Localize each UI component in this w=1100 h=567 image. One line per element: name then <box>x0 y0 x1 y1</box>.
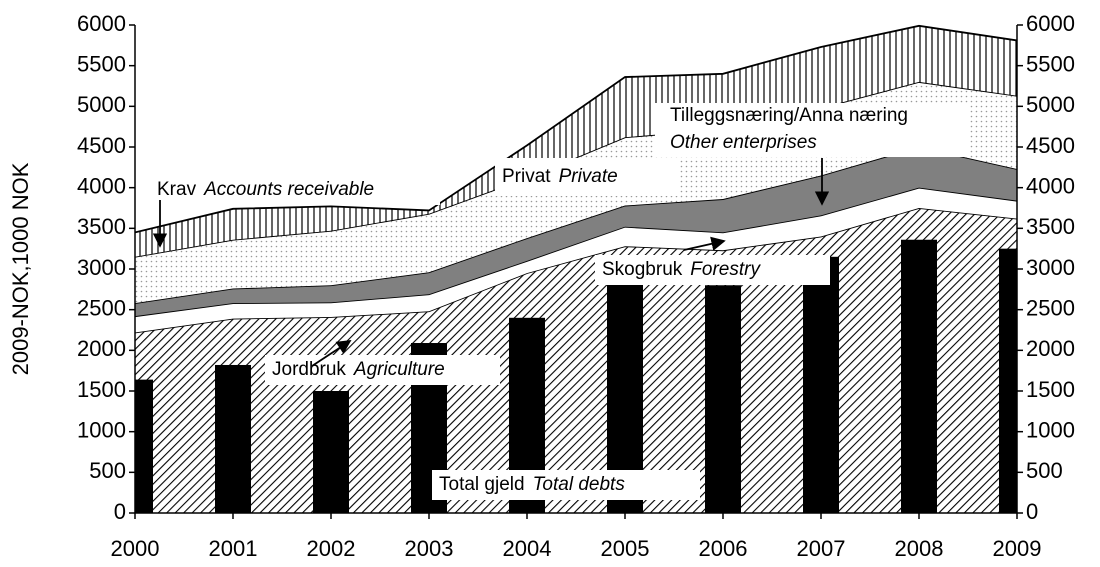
area-edge <box>135 24 1017 234</box>
area-edge <box>135 186 1017 318</box>
y-tick-label: 2000 <box>77 336 126 361</box>
series-label: Skogbruk Forestry <box>602 259 761 280</box>
series-name-en: Forestry <box>690 259 761 280</box>
label-box <box>595 255 830 285</box>
bar <box>135 379 153 513</box>
series-name-en: Agriculture <box>353 359 445 380</box>
label-box <box>432 470 700 500</box>
label-arrow <box>311 340 352 367</box>
y2-tick-label: 3000 <box>1026 255 1075 280</box>
y2-tick-label: 4500 <box>1026 133 1075 158</box>
y-tick-label: 1000 <box>77 417 126 442</box>
y2-tick-label: 1500 <box>1026 377 1075 402</box>
y-tick-label: 1500 <box>77 377 126 402</box>
y2-tick-label: 0 <box>1026 499 1038 524</box>
bar <box>705 285 741 513</box>
area <box>135 25 1017 257</box>
area <box>135 187 1017 333</box>
y2-tick-label: 5500 <box>1026 51 1075 76</box>
series-label: Privat Private <box>502 166 618 187</box>
x-tick-label: 2000 <box>111 536 160 561</box>
axes: 0500100015002000250030003500400045005000… <box>77 11 1075 561</box>
series-name-en: Private <box>559 166 618 187</box>
x-tick-label: 2009 <box>993 536 1042 561</box>
bar <box>901 239 937 513</box>
series-name: Privat <box>502 166 551 187</box>
series-name-en: Accounts receivable <box>203 179 374 200</box>
x-tick-label: 2006 <box>699 536 748 561</box>
series-name: Krav <box>157 179 197 200</box>
x-tick-label: 2001 <box>209 536 258 561</box>
series-name-en: Total debts <box>533 474 626 495</box>
y2-tick-label: 5000 <box>1026 92 1075 117</box>
series-name: Jordbruk <box>272 359 346 380</box>
x-tick-label: 2003 <box>405 536 454 561</box>
y2-tick-label: 6000 <box>1026 11 1075 36</box>
y2-tick-label: 4000 <box>1026 173 1075 198</box>
bar <box>999 248 1017 513</box>
y2-tick-label: 500 <box>1026 458 1063 483</box>
series-label: Krav Accounts receivable <box>157 179 374 200</box>
series-label: Total gjeld Total debts <box>439 474 625 495</box>
y2-tick-label: 2500 <box>1026 295 1075 320</box>
series-name: Skogbruk <box>602 259 683 280</box>
series-label: Tilleggsnæring/Anna næring <box>670 105 908 126</box>
label-box <box>265 355 500 385</box>
y2-tick-label: 1000 <box>1026 417 1075 442</box>
y-tick-label: 5000 <box>77 92 126 117</box>
x-tick-label: 2008 <box>895 536 944 561</box>
y-tick-label: 3500 <box>77 214 126 239</box>
label-box <box>150 175 440 205</box>
y-tick-label: 6000 <box>77 11 126 36</box>
y-tick-label: 4000 <box>77 173 126 198</box>
series-label-en: Other enterprises <box>670 132 817 153</box>
x-tick-label: 2007 <box>797 536 846 561</box>
bar <box>803 256 839 513</box>
y-tick-label: 2500 <box>77 295 126 320</box>
x-tick-label: 2002 <box>307 536 356 561</box>
series-name: Total gjeld <box>439 474 525 495</box>
annotations: Krav Accounts receivable Privat Private Till… <box>150 103 970 500</box>
bar <box>215 364 251 513</box>
y-axis-label: 2009-NOK,1000 NOK <box>8 162 33 375</box>
label-arrow <box>683 236 726 251</box>
y-tick-label: 0 <box>114 499 126 524</box>
label-box <box>655 103 970 157</box>
y-tick-label: 3000 <box>77 255 126 280</box>
bar <box>313 391 349 513</box>
y2-tick-label: 3500 <box>1026 214 1075 239</box>
y-tick-label: 5500 <box>77 51 126 76</box>
y-tick-label: 4500 <box>77 133 126 158</box>
x-tick-label: 2004 <box>503 536 552 561</box>
x-tick-label: 2005 <box>601 536 650 561</box>
y2-tick-label: 2000 <box>1026 336 1075 361</box>
area <box>135 147 1017 317</box>
series-label: Jordbruk Agriculture <box>272 359 445 380</box>
plot-area <box>135 24 1017 513</box>
y-tick-label: 500 <box>89 458 126 483</box>
label-box <box>495 158 680 196</box>
